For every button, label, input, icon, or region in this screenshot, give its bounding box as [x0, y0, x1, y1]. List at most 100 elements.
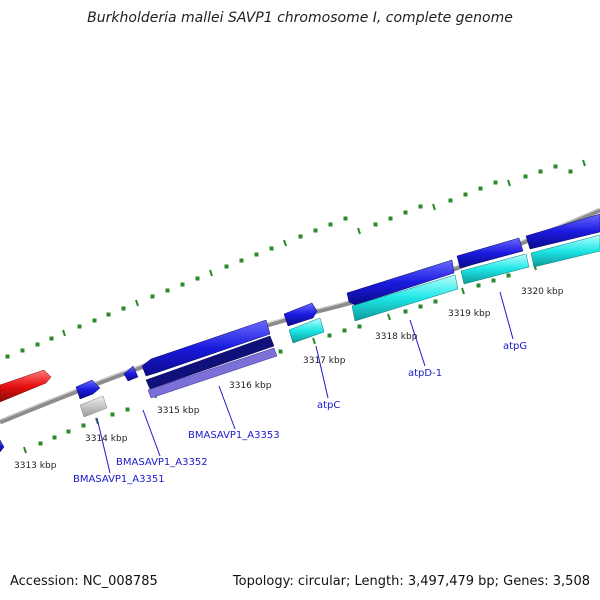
- gene-atpD-1-protein[interactable]: [351, 274, 459, 322]
- genome-stats: Topology: circular; Length: 3,497,479 bp…: [232, 574, 590, 589]
- tick-mark: [298, 234, 303, 239]
- tick-mark: [373, 222, 378, 227]
- gene-BMASAVP1_A3353-navy[interactable]: [145, 335, 275, 390]
- gene-label-BMASAVP1_A3352[interactable]: BMASAVP1_A3352: [116, 457, 208, 468]
- gene-BMASAVP1_A3352[interactable]: [123, 365, 139, 382]
- tick-mark: [463, 192, 468, 197]
- gene-label-atpC[interactable]: atpC: [317, 400, 340, 411]
- gene-labels[interactable]: BMASAVP1_A3351 BMASAVP1_A3352 BMASAVP1_A…: [73, 341, 527, 485]
- tick-mark: [582, 159, 586, 167]
- gene-label-BMASAVP1_A3353[interactable]: BMASAVP1_A3353: [188, 430, 280, 441]
- tick-mark: [328, 222, 333, 227]
- tick-mark: [388, 216, 393, 221]
- gene-label-atpG[interactable]: atpG: [503, 341, 527, 352]
- outer-tick-track: [5, 159, 586, 359]
- gene-label-BMASAVP1_A3351[interactable]: BMASAVP1_A3351: [73, 474, 165, 485]
- scale-label: 3319 kbp: [448, 309, 491, 319]
- tick-mark: [461, 287, 465, 295]
- tick-mark: [66, 429, 71, 434]
- gene-atpG[interactable]: [456, 237, 524, 269]
- leader-BMASAVP1_A3351: [96, 417, 111, 474]
- tick-mark: [23, 446, 27, 454]
- tick-mark: [20, 348, 25, 353]
- tick-mark: [493, 180, 498, 185]
- tick-mark: [92, 318, 97, 323]
- gene-BMASAVP1_A3351[interactable]: [75, 379, 101, 400]
- leader-atpC: [315, 345, 329, 399]
- tick-mark: [418, 204, 423, 209]
- tick-mark: [150, 294, 155, 299]
- tick-mark: [35, 342, 40, 347]
- scale-label: 3316 kbp: [229, 381, 272, 391]
- tick-mark: [209, 269, 213, 277]
- tick-mark: [239, 258, 244, 263]
- leader-atpD-1: [409, 319, 426, 367]
- tick-mark: [342, 328, 347, 333]
- gene-BMASAVP1_A3351-rna[interactable]: [79, 395, 108, 418]
- tick-mark: [523, 174, 528, 179]
- tick-mark: [121, 306, 126, 311]
- tick-mark: [180, 282, 185, 287]
- map-title: Burkholderia mallei SAVP1 chromosome I, …: [87, 10, 513, 26]
- tick-mark: [62, 329, 66, 337]
- gene-atpC-protein[interactable]: [288, 317, 325, 344]
- tick-mark: [81, 423, 86, 428]
- gene-label-atpD-1[interactable]: atpD-1: [408, 368, 442, 379]
- tick-mark: [312, 337, 316, 345]
- gene-edge-left[interactable]: [0, 439, 5, 453]
- tick-mark: [433, 299, 438, 304]
- tick-mark: [387, 313, 391, 321]
- tick-mark: [343, 216, 348, 221]
- tick-mark: [418, 304, 423, 309]
- tick-mark: [224, 264, 229, 269]
- leader-atpG: [499, 291, 514, 340]
- tick-mark: [507, 179, 511, 187]
- scale-label: 3315 kbp: [157, 406, 200, 416]
- tick-mark: [476, 283, 481, 288]
- tick-mark: [357, 324, 362, 329]
- tick-mark: [448, 198, 453, 203]
- tick-mark: [254, 252, 259, 257]
- scale-label: 3318 kbp: [375, 332, 418, 342]
- leader-BMASAVP1_A3352: [142, 409, 161, 457]
- tick-mark: [269, 246, 274, 251]
- gene-red-feature[interactable]: [0, 369, 52, 403]
- tick-mark: [357, 227, 361, 235]
- tick-mark: [478, 186, 483, 191]
- gene-BMASAVP1_A3353[interactable]: [141, 319, 271, 377]
- tick-mark: [49, 336, 54, 341]
- tick-mark: [568, 169, 573, 174]
- tick-mark: [283, 239, 287, 247]
- scale-label: 3314 kbp: [85, 434, 128, 444]
- tick-mark: [5, 354, 10, 359]
- tick-mark: [313, 228, 318, 233]
- tick-mark: [403, 309, 408, 314]
- tick-mark: [106, 312, 111, 317]
- tick-mark: [327, 333, 332, 338]
- scale-label: 3317 kbp: [303, 356, 346, 366]
- tick-mark: [135, 299, 139, 307]
- tick-mark: [553, 164, 558, 169]
- gene-next[interactable]: [525, 213, 600, 250]
- tick-mark: [491, 278, 496, 283]
- tick-mark: [195, 276, 200, 281]
- gene-atpC[interactable]: [283, 302, 318, 327]
- gene-atpD-1[interactable]: [346, 259, 455, 306]
- scale-label: 3313 kbp: [14, 461, 57, 471]
- tick-mark: [278, 349, 283, 354]
- tick-mark: [432, 203, 436, 211]
- tick-mark: [538, 169, 543, 174]
- gene-atpG-protein[interactable]: [460, 253, 530, 285]
- scale-label: 3320 kbp: [521, 287, 564, 297]
- tick-mark: [77, 324, 82, 329]
- tick-mark: [38, 441, 43, 446]
- gene-BMASAVP1_A3353-violet[interactable]: [147, 347, 278, 399]
- tick-mark: [52, 435, 57, 440]
- tick-mark: [165, 288, 170, 293]
- leader-BMASAVP1_A3353: [218, 385, 236, 430]
- label-leaders: [96, 291, 514, 474]
- accession-label: Accession: NC_008785: [10, 574, 158, 589]
- gene-next-protein[interactable]: [530, 234, 600, 268]
- tick-mark: [403, 210, 408, 215]
